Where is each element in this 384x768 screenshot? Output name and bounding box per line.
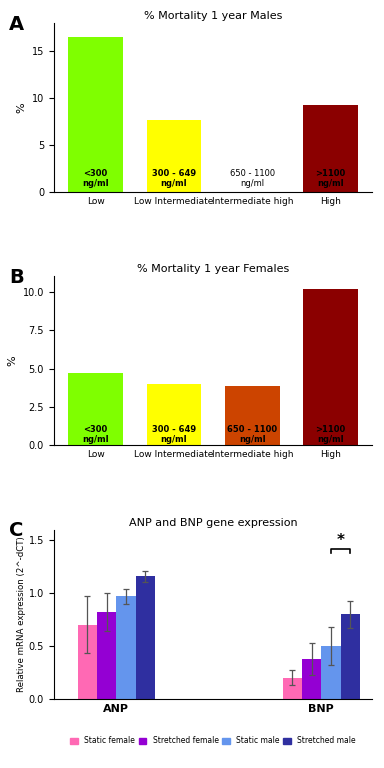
Title: % Mortality 1 year Females: % Mortality 1 year Females — [137, 264, 289, 274]
Text: 300 - 649
ng/ml: 300 - 649 ng/ml — [152, 425, 196, 444]
Text: >1100
ng/ml: >1100 ng/ml — [316, 169, 346, 188]
Bar — [321, 646, 341, 699]
Y-axis label: Relative mRNA expression (2^-dCT): Relative mRNA expression (2^-dCT) — [17, 537, 26, 692]
Bar — [147, 120, 201, 192]
Text: <300
ng/ml: <300 ng/ml — [82, 169, 109, 188]
Text: <300
ng/ml: <300 ng/ml — [82, 425, 109, 444]
Title: % Mortality 1 year Males: % Mortality 1 year Males — [144, 11, 282, 21]
Bar — [225, 386, 280, 445]
Y-axis label: %: % — [7, 356, 17, 366]
Legend: Static female, Stretched female, Static male, Stretched male: Static female, Stretched female, Static … — [70, 737, 356, 746]
Bar — [78, 625, 97, 699]
Text: C: C — [9, 521, 23, 541]
Bar — [97, 612, 116, 699]
Bar — [302, 659, 321, 699]
Bar — [341, 614, 360, 699]
Bar — [283, 678, 302, 699]
Bar — [136, 576, 155, 699]
Title: ANP and BNP gene expression: ANP and BNP gene expression — [129, 518, 298, 528]
Bar — [147, 384, 201, 445]
Text: 650 - 1100
ng/ml: 650 - 1100 ng/ml — [230, 169, 275, 188]
Bar — [68, 37, 123, 192]
Y-axis label: %: % — [16, 102, 26, 113]
Bar — [116, 597, 136, 699]
Text: *: * — [337, 533, 344, 548]
Bar — [303, 104, 358, 192]
Text: 650 - 1100
ng/ml: 650 - 1100 ng/ml — [227, 425, 277, 444]
Text: A: A — [9, 15, 24, 34]
Text: B: B — [9, 268, 24, 287]
Text: 300 - 649
ng/ml: 300 - 649 ng/ml — [152, 169, 196, 188]
Bar — [303, 289, 358, 445]
Bar — [68, 373, 123, 445]
Text: >1100
ng/ml: >1100 ng/ml — [316, 425, 346, 444]
